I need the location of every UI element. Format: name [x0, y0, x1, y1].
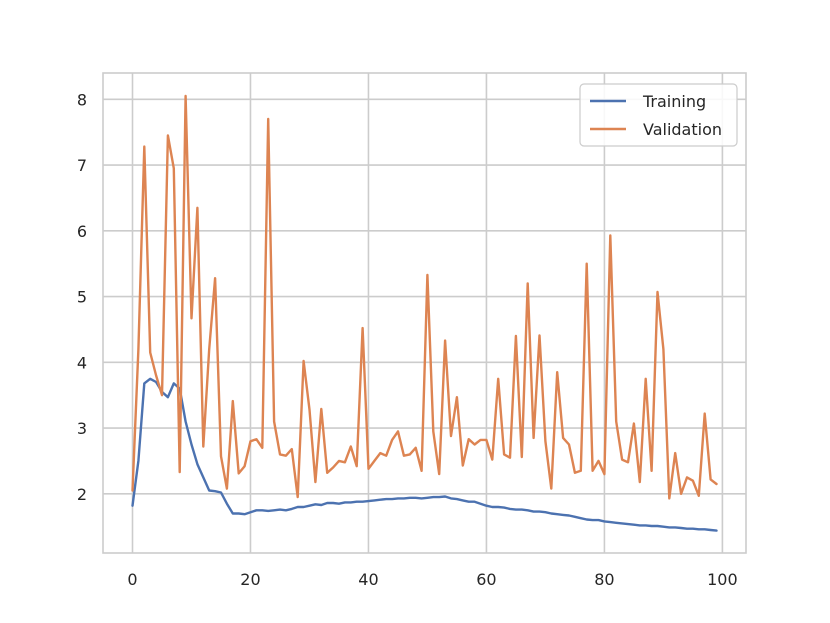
grid-lines	[103, 73, 746, 553]
validation-series-line	[131, 94, 718, 500]
legend-label-validation: Validation	[643, 120, 722, 139]
y-tick-label: 2	[77, 485, 87, 504]
legend-box	[579, 83, 738, 147]
x-axis-ticks: 0 20 40 60 80 100	[127, 570, 737, 589]
training-series-line	[131, 377, 718, 532]
series-layer	[131, 94, 718, 532]
x-tick-label: 0	[127, 570, 137, 589]
y-tick-label: 6	[77, 222, 87, 241]
x-tick-label: 20	[240, 570, 260, 589]
x-tick-label: 60	[476, 570, 496, 589]
plot-frame	[102, 72, 747, 554]
y-tick-label: 8	[77, 90, 87, 109]
x-tick-label: 40	[358, 570, 378, 589]
y-tick-label: 5	[77, 288, 87, 307]
legend-label-training: Training	[642, 92, 706, 111]
y-tick-label: 4	[77, 353, 87, 372]
x-tick-label: 100	[707, 570, 738, 589]
y-tick-label: 7	[77, 156, 87, 175]
y-tick-label: 3	[77, 419, 87, 438]
legend: Training Validation	[579, 83, 738, 147]
x-tick-label: 80	[594, 570, 614, 589]
y-axis-ticks: 2 3 4 5 6 7 8	[77, 90, 87, 504]
